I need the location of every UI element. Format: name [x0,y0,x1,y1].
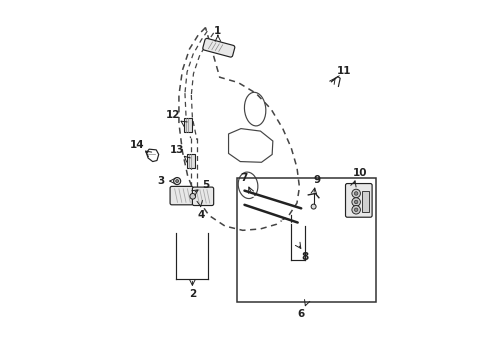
Text: 12: 12 [165,111,180,121]
Bar [184,118,192,132]
Text: 6: 6 [297,309,304,319]
Text: 14: 14 [130,140,144,150]
FancyBboxPatch shape [345,184,371,217]
Text: 13: 13 [169,145,184,155]
Circle shape [354,192,357,195]
Text: 3: 3 [157,176,164,186]
Bar [362,191,368,212]
Circle shape [310,204,315,209]
Circle shape [173,177,181,185]
Circle shape [354,200,357,204]
Bar [237,178,375,302]
Text: 11: 11 [336,66,350,76]
Text: 2: 2 [188,289,196,299]
Bar [187,154,195,168]
FancyBboxPatch shape [203,39,234,57]
Circle shape [351,198,360,206]
Text: 7: 7 [240,173,247,183]
Circle shape [351,189,360,198]
Text: 5: 5 [202,180,209,190]
Circle shape [354,208,357,212]
Circle shape [189,193,195,199]
Text: 1: 1 [214,26,221,36]
Circle shape [175,180,178,183]
Text: 4: 4 [197,211,204,220]
Circle shape [351,206,360,214]
Text: 9: 9 [313,175,320,185]
Text: 8: 8 [301,252,308,262]
Text: 10: 10 [352,168,366,178]
FancyBboxPatch shape [170,186,193,205]
FancyBboxPatch shape [192,187,213,206]
